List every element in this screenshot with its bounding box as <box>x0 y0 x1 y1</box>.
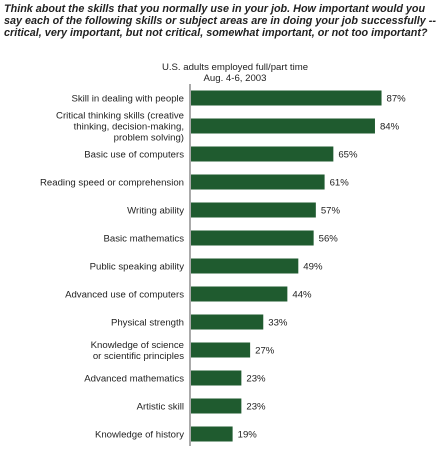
category-label-5: Basic mathematics <box>103 234 184 245</box>
value-label-0: 87% <box>387 94 407 105</box>
category-label-3: Reading speed or comprehension <box>40 178 184 189</box>
value-label-11: 23% <box>246 402 266 413</box>
bar-7 <box>191 286 288 302</box>
chart-subtitle: U.S. adults employed full/part time Aug.… <box>161 62 309 84</box>
value-label-5: 56% <box>319 234 339 245</box>
category-label-11: Artistic skill <box>137 402 184 413</box>
value-label-2: 65% <box>338 150 358 161</box>
category-label-8: Physical strength <box>111 318 184 329</box>
bar-8 <box>191 314 264 330</box>
bar-6 <box>191 258 299 274</box>
bar-12 <box>191 426 233 442</box>
category-label-7: Advanced use of computers <box>65 290 184 301</box>
bar-9 <box>191 342 251 358</box>
value-label-4: 57% <box>321 206 341 217</box>
bar-0 <box>191 90 382 106</box>
value-label-1: 84% <box>380 122 400 133</box>
bar-10 <box>191 370 242 386</box>
bar-4 <box>191 202 316 218</box>
value-label-10: 23% <box>246 374 266 385</box>
category-label-0: Skill in dealing with people <box>71 94 184 105</box>
bar-2 <box>191 146 334 162</box>
bar-5 <box>191 230 314 246</box>
category-label-4: Writing ability <box>127 206 184 217</box>
chart-question-title: Think about the skills that you normally… <box>4 3 436 39</box>
value-label-9: 27% <box>255 346 275 357</box>
category-label-6: Public speaking ability <box>90 262 185 273</box>
value-label-7: 44% <box>292 290 312 301</box>
category-label-2: Basic use of computers <box>84 150 184 161</box>
category-label-12: Knowledge of history <box>95 430 184 441</box>
bar-1 <box>191 118 375 134</box>
category-label-10: Advanced mathematics <box>84 374 184 385</box>
bar-11 <box>191 398 242 414</box>
category-label-1: Critical thinking skills (creative thinki… <box>56 111 184 144</box>
value-label-12: 19% <box>238 430 258 441</box>
value-label-8: 33% <box>268 318 288 329</box>
bar-3 <box>191 174 325 190</box>
value-label-6: 49% <box>303 262 323 273</box>
value-label-3: 61% <box>330 178 350 189</box>
category-label-9: Knowledge of science or scientific princi… <box>91 340 185 362</box>
